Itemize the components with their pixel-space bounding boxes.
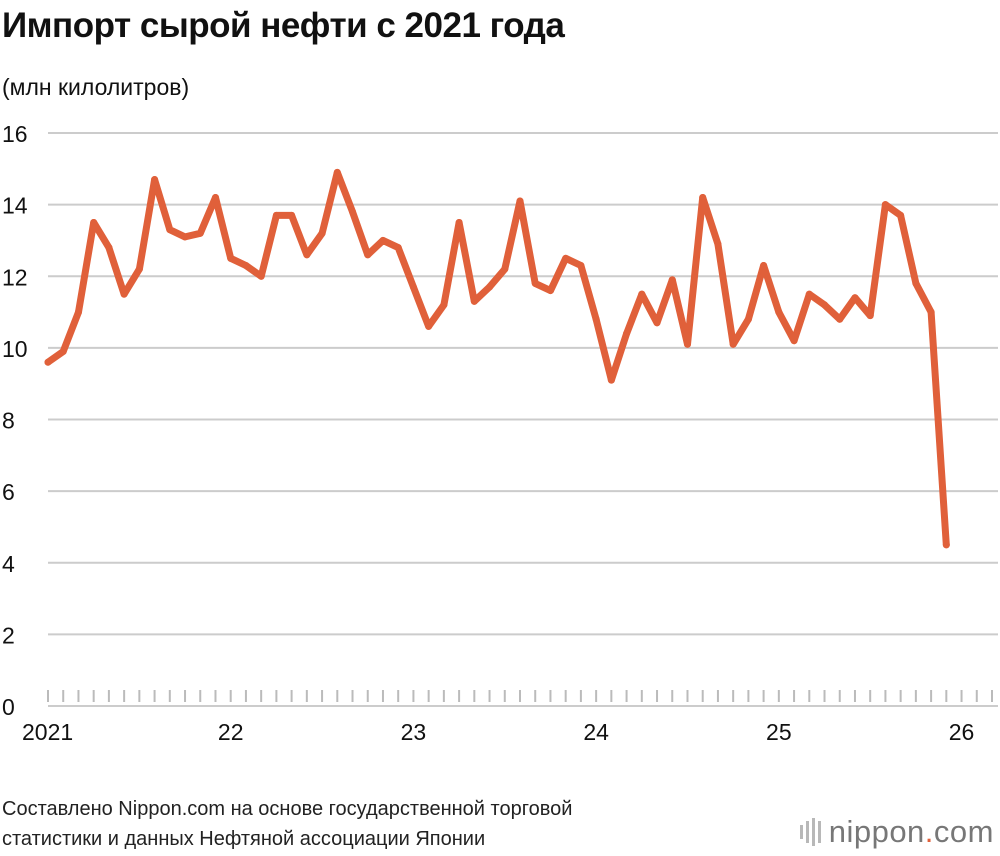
data-point xyxy=(211,193,219,201)
data-point xyxy=(288,211,296,219)
data-point xyxy=(623,330,631,338)
source-line: статистики и данных Нефтяной ассоциации … xyxy=(2,828,486,850)
x-tick-label: 23 xyxy=(401,719,427,745)
data-point xyxy=(196,229,204,237)
data-point xyxy=(668,276,676,284)
series-line xyxy=(44,168,950,549)
chart-title: Импорт сырой нефти с 2021 года xyxy=(2,6,565,45)
data-point xyxy=(135,265,143,273)
data-point xyxy=(501,265,509,273)
data-point xyxy=(927,308,935,316)
y-tick-label: 6 xyxy=(2,479,15,505)
y-tick-label: 12 xyxy=(2,264,28,290)
data-point xyxy=(546,287,554,295)
x-tick-label: 26 xyxy=(949,719,975,745)
data-point xyxy=(486,283,494,291)
data-point xyxy=(607,376,615,384)
data-point xyxy=(59,347,67,355)
data-point xyxy=(821,301,829,309)
data-point xyxy=(333,168,341,176)
data-point xyxy=(303,251,311,259)
data-point xyxy=(181,233,189,241)
y-tick-label: 10 xyxy=(2,336,28,362)
data-point xyxy=(942,541,950,549)
source-line: Составлено Nippon.com на основе государс… xyxy=(2,798,573,820)
data-point xyxy=(394,244,402,252)
y-tick-label: 2 xyxy=(2,622,15,648)
data-point xyxy=(638,290,646,298)
data-point xyxy=(592,315,600,323)
data-point xyxy=(775,308,783,316)
data-point xyxy=(729,340,737,348)
data-point xyxy=(227,254,235,262)
data-point xyxy=(257,272,265,280)
data-point xyxy=(272,211,280,219)
data-point xyxy=(760,262,768,270)
data-point xyxy=(562,254,570,262)
data-point xyxy=(349,208,357,216)
data-point xyxy=(44,358,52,366)
data-point xyxy=(577,262,585,270)
data-point xyxy=(440,301,448,309)
data-point xyxy=(836,315,844,323)
data-point xyxy=(912,279,920,287)
data-point xyxy=(897,211,905,219)
data-point xyxy=(531,279,539,287)
logo-main-text: nippon xyxy=(828,814,925,849)
y-tick-label: 4 xyxy=(2,551,15,577)
data-point xyxy=(805,290,813,298)
logo-bars-icon xyxy=(799,818,821,846)
data-point xyxy=(516,197,524,205)
data-point xyxy=(699,193,707,201)
data-point xyxy=(470,297,478,305)
data-point xyxy=(881,201,889,209)
data-point xyxy=(744,315,752,323)
data-point xyxy=(364,251,372,259)
logo-dot: . xyxy=(924,814,934,849)
data-point xyxy=(74,308,82,316)
data-point xyxy=(105,244,113,252)
data-point xyxy=(242,262,250,270)
data-point xyxy=(425,322,433,330)
x-tick-label: 24 xyxy=(583,719,609,745)
data-point xyxy=(866,312,874,320)
data-point xyxy=(318,229,326,237)
data-point xyxy=(379,236,387,244)
data-point xyxy=(851,294,859,302)
data-point xyxy=(653,319,661,327)
data-point xyxy=(166,226,174,234)
data-point xyxy=(90,219,98,227)
data-point xyxy=(151,176,159,184)
y-tick-label: 8 xyxy=(2,408,15,434)
x-tick-label: 25 xyxy=(766,719,792,745)
data-point xyxy=(714,240,722,248)
y-axis-unit-label: (млн килолитров) xyxy=(2,74,190,100)
y-tick-label: 16 xyxy=(2,121,28,147)
y-tick-label: 14 xyxy=(2,193,28,219)
y-tick-label: 0 xyxy=(2,694,15,720)
x-tick-label: 2021 xyxy=(22,719,73,745)
data-point xyxy=(120,290,128,298)
logo-suffix-text: com xyxy=(933,814,994,849)
data-point xyxy=(409,283,417,291)
x-tick-label: 22 xyxy=(218,719,244,745)
source-note: Составлено Nippon.com на основе государс… xyxy=(2,794,572,854)
data-point xyxy=(683,340,691,348)
data-point xyxy=(790,337,798,345)
nippon-logo: nippon.com xyxy=(799,810,994,854)
data-point xyxy=(455,219,463,227)
